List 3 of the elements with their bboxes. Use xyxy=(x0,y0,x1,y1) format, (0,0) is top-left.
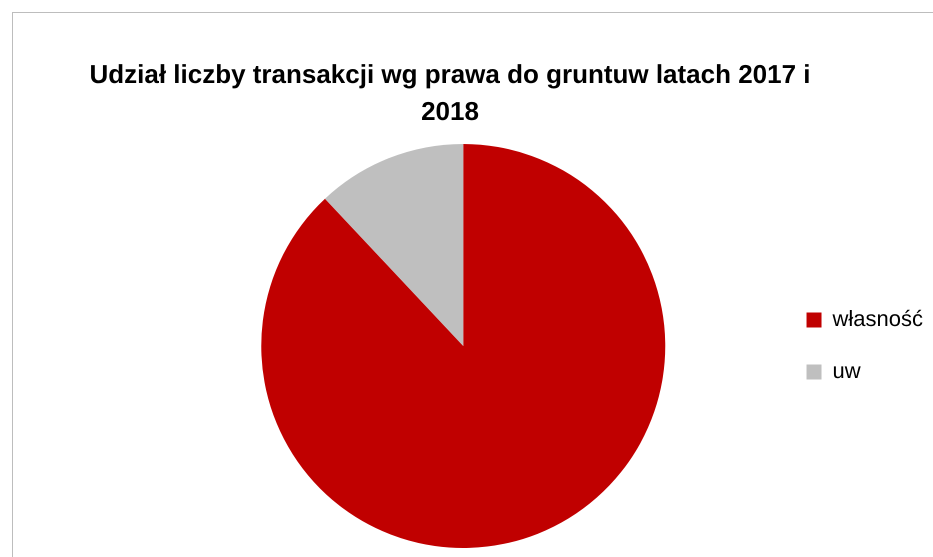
legend-label: własność xyxy=(832,306,924,332)
chart-title: Udział liczby transakcji wg prawa do gruntuw latach 2017 i 2018 xyxy=(88,58,812,128)
legend-label: uw xyxy=(832,358,861,384)
